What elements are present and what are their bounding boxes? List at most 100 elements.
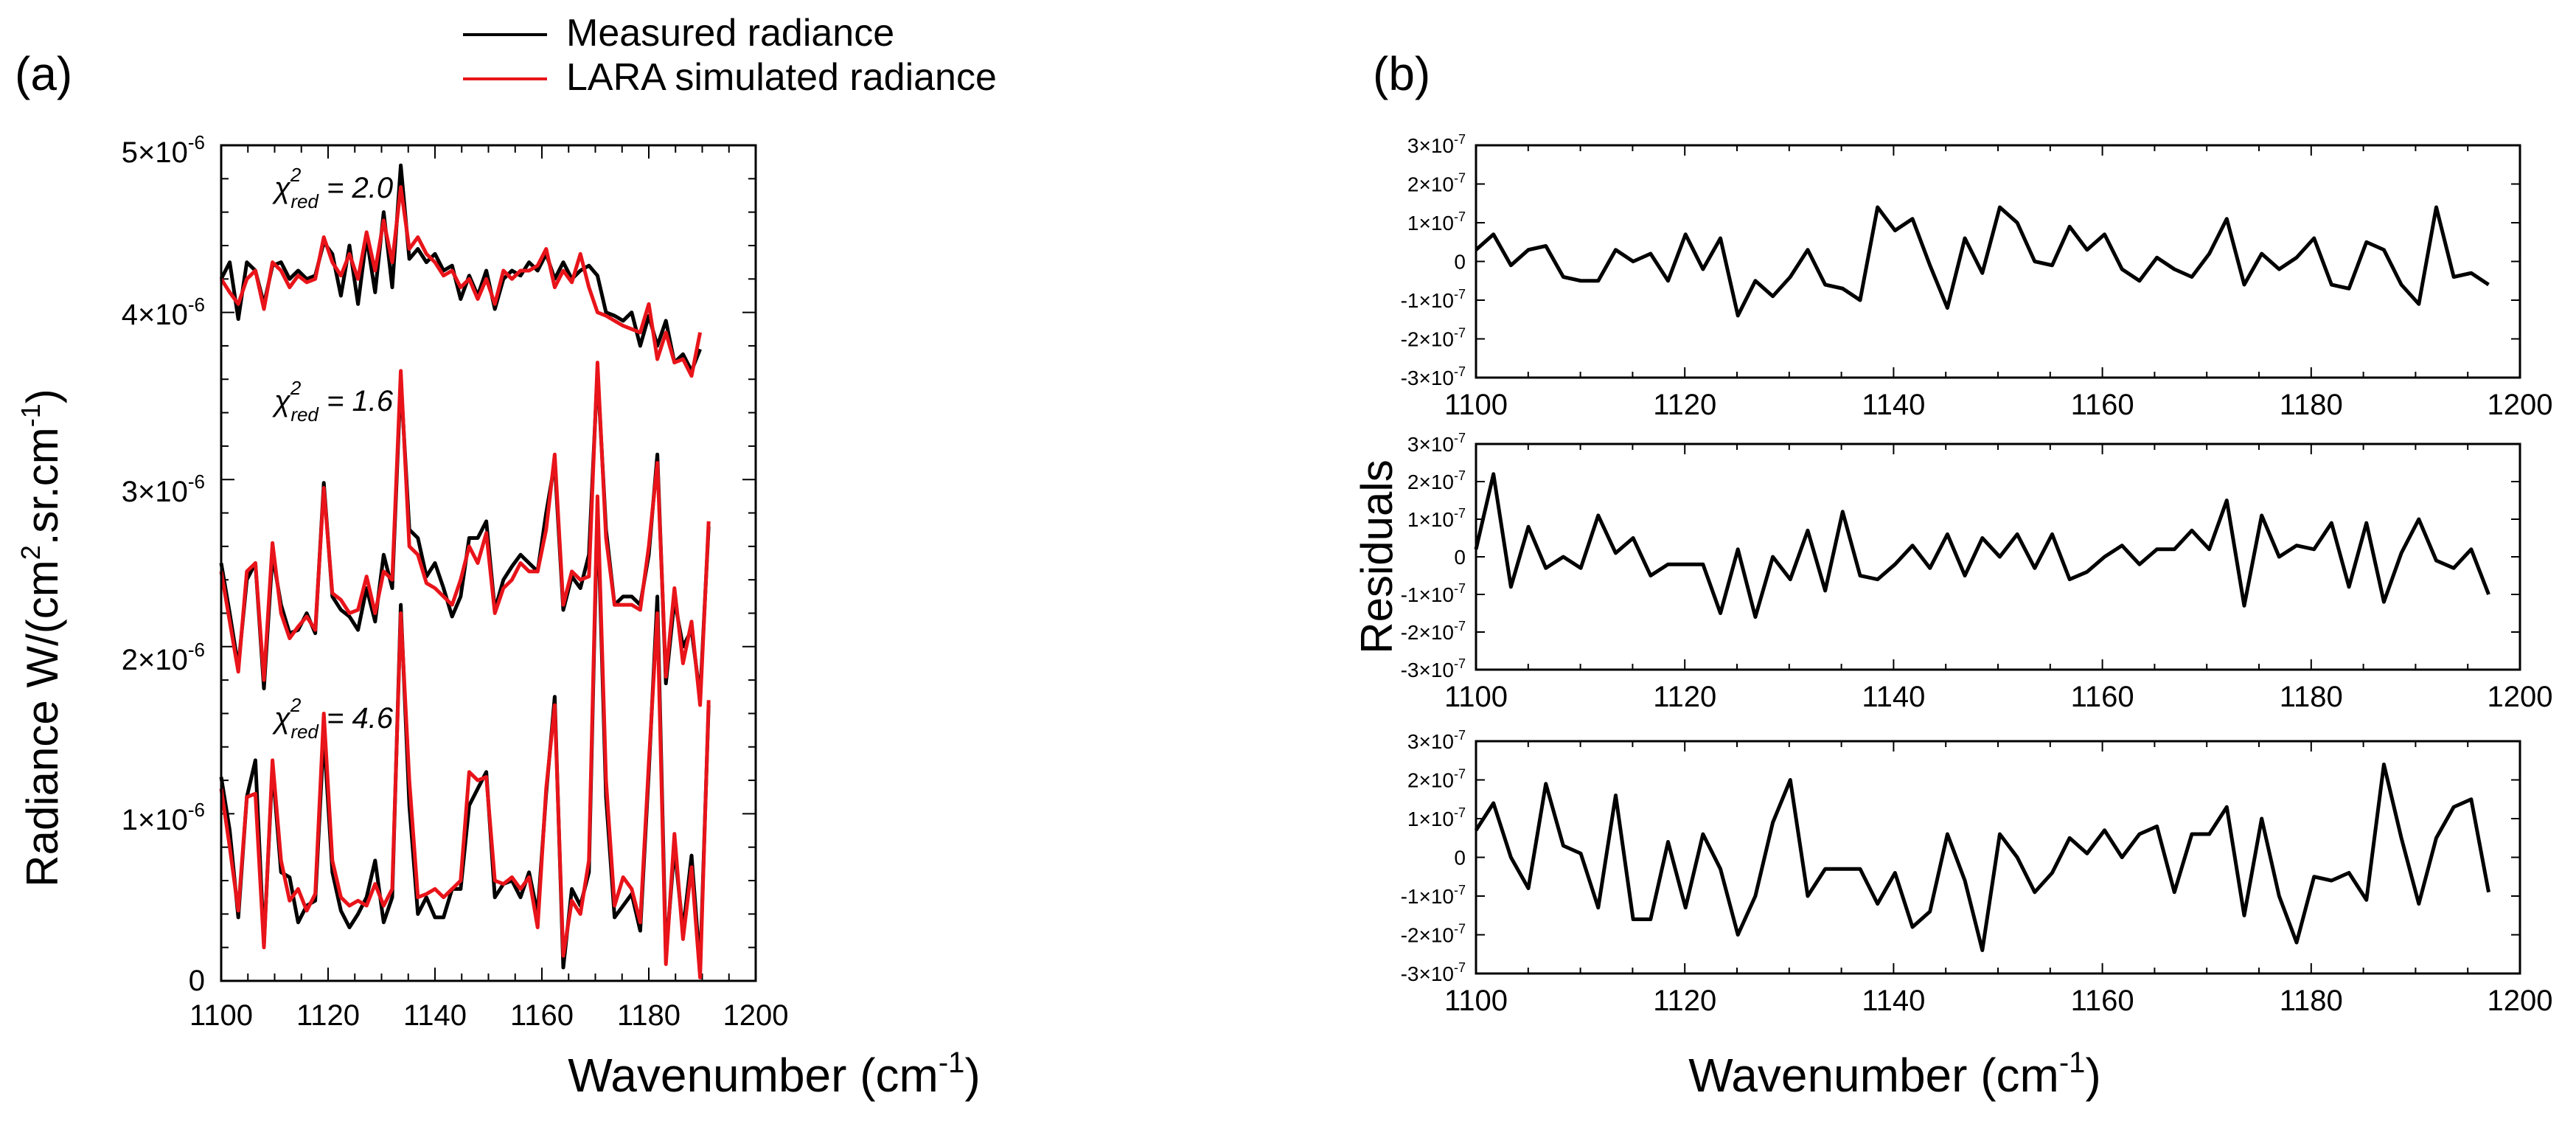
ytick-b-2-3: 0: [1454, 847, 1466, 870]
ytick-b-base: 3×10: [1407, 730, 1454, 753]
plot-area-a: [219, 144, 757, 982]
xtick-b-2-1: 1120: [1653, 985, 1716, 1017]
ytick-b-base: 2×10: [1407, 471, 1454, 493]
y-axis-title-a-sup1: 2: [15, 545, 46, 560]
ytick-b-2-0: 3×10-7: [1407, 728, 1466, 753]
xtick-b-1-3: 1160: [2071, 681, 2134, 713]
panel-b: (b) Residuals 3×10-72×10-71×10-70-1×10-7…: [1352, 47, 2552, 1102]
ytick-a-3: 3×10-6: [122, 471, 205, 508]
xtick-b-0-4: 1180: [2280, 389, 2343, 421]
plot-area-b: 3×10-72×10-71×10-70-1×10-7-2×10-7-3×10-7…: [1401, 132, 2553, 1017]
xtick-b-2-5: 1200: [2488, 985, 2553, 1017]
residual-line-2: [1474, 763, 2490, 952]
ytick-b-exp: -7: [1454, 171, 1466, 186]
residual-line-0: [1475, 205, 2490, 318]
y-axis-title-a-mid: .sr.cm: [18, 427, 67, 545]
ytick-a-5-exp: -6: [188, 131, 205, 153]
ytick-b-base: -1×10: [1401, 289, 1454, 312]
ytick-b-0-4: -1×10-7: [1401, 287, 1466, 312]
xtick-b-1-4: 1180: [2280, 681, 2343, 713]
ytick-b-2-5: -2×10-7: [1401, 922, 1466, 947]
y-ticks-a: 0 1×10-6 2×10-6 3×10-6 4×10-6 5×10-6: [122, 131, 205, 997]
x-axis-title-b-end: ): [2085, 1049, 2100, 1102]
plot-frame-b-0: [1475, 144, 2521, 379]
series-line-a-1: [219, 185, 703, 378]
ytick-b-1-6: -3×10-7: [1401, 656, 1466, 681]
ytick-b-exp: -7: [1454, 922, 1466, 937]
y-axis-title-a: Radiance W/(cm2.sr.cm-1): [15, 389, 67, 886]
panel-b-label: (b): [1373, 47, 1430, 100]
plot-frame-b-2: [1475, 740, 2521, 975]
xtick-b-2-4: 1180: [2280, 985, 2343, 1017]
ytick-b-base: 2×10: [1407, 769, 1454, 792]
residual-subplot-0: 3×10-72×10-71×10-70-1×10-7-2×10-7-3×10-7…: [1401, 132, 2553, 421]
x-ticks-a: 1100 1120 1140 1160 1180 1200: [189, 999, 789, 1032]
ytick-b-exp: -7: [1454, 468, 1466, 483]
x-axis-title-a-sup: -1: [939, 1047, 965, 1079]
chi-label-0-chi: χ: [272, 172, 291, 204]
ytick-b-exp: -7: [1454, 960, 1466, 975]
xtick-a-1: 1120: [296, 999, 360, 1032]
xtick-b-2-3: 1160: [2071, 985, 2134, 1017]
residual-line-1: [1474, 472, 2490, 620]
ytick-b-exp: -7: [1454, 506, 1466, 521]
xtick-b-2-2: 1140: [1862, 985, 1925, 1017]
chi-label-0-value: = 2.0: [318, 172, 393, 204]
ytick-b-2-1: 2×10-7: [1407, 767, 1466, 792]
ytick-b-0-0: 3×10-7: [1407, 132, 1466, 157]
ytick-b-base: -1×10: [1401, 885, 1454, 908]
ytick-a-1: 1×10-6: [122, 799, 205, 836]
xtick-b-1-5: 1200: [2488, 681, 2553, 713]
x-axis-title-b-main: Wavenumber (cm: [1688, 1049, 2059, 1102]
chi-label-1-sub: red: [290, 403, 319, 426]
chi-label-2-chi: χ: [272, 702, 291, 735]
ytick-b-0-3: 0: [1454, 251, 1466, 274]
xtick-b-1-0: 1100: [1444, 681, 1508, 713]
series-line-a-0: [219, 163, 702, 373]
ytick-b-exp: -7: [1454, 619, 1466, 634]
ytick-b-exp: -7: [1454, 209, 1466, 224]
legend: Measured radiance LARA simulated radianc…: [463, 12, 997, 99]
ytick-b-1-1: 2×10-7: [1407, 468, 1466, 493]
xtick-a-5: 1200: [723, 999, 789, 1032]
ytick-b-base: -3×10: [1401, 962, 1454, 985]
panel-a-label: (a): [15, 47, 72, 100]
plot-frame-b-1: [1475, 442, 2521, 671]
ytick-b-base: 0: [1454, 546, 1466, 569]
ytick-b-exp: -7: [1454, 132, 1466, 147]
ytick-b-base: -3×10: [1401, 367, 1454, 389]
chi-labels: χ2 red = 2.0 χ 2 red = 1.6 χ2 red = 4.6: [272, 164, 394, 743]
x-axis-title-a: Wavenumber (cm-1): [568, 1047, 981, 1102]
chi-label-0: χ2 red = 2.0: [272, 164, 393, 212]
ytick-b-exp: -7: [1454, 805, 1466, 820]
ytick-b-base: -2×10: [1401, 621, 1454, 644]
ytick-a-5: 5×10-6: [122, 131, 205, 169]
panel-a: (a) Measured radiance LARA simulated rad…: [15, 12, 997, 1102]
xtick-b-0-3: 1160: [2071, 389, 2134, 421]
xtick-a-4: 1180: [617, 999, 680, 1032]
ytick-a-3-exp: -6: [188, 471, 205, 493]
ytick-b-exp: -7: [1454, 431, 1466, 445]
xtick-a-0: 1100: [189, 999, 253, 1032]
xtick-b-1-2: 1140: [1862, 681, 1925, 713]
ytick-b-base: -3×10: [1401, 659, 1454, 681]
ytick-b-base: 1×10: [1407, 508, 1454, 531]
ytick-b-2-6: -3×10-7: [1401, 960, 1466, 985]
xtick-b-1-1: 1120: [1653, 681, 1716, 713]
chi-label-1-sup: 2: [290, 377, 302, 399]
y-axis-title-a-end: ): [18, 389, 67, 403]
y-axis-title-a-main: Radiance W/(cm: [18, 560, 67, 886]
ytick-b-1-5: -2×10-7: [1401, 619, 1466, 644]
xtick-b-0-1: 1120: [1653, 389, 1716, 421]
ytick-a-1-exp: -6: [188, 799, 205, 821]
ytick-b-base: 0: [1454, 251, 1466, 274]
ytick-b-exp: -7: [1454, 728, 1466, 743]
xtick-b-0-2: 1140: [1862, 389, 1925, 421]
chi-label-1-value: = 1.6: [318, 385, 394, 417]
ytick-b-exp: -7: [1454, 287, 1466, 302]
chi-label-2: χ2 red = 4.6: [272, 694, 394, 743]
ytick-b-1-2: 1×10-7: [1407, 506, 1466, 531]
ytick-b-1-4: -1×10-7: [1401, 581, 1466, 606]
ytick-b-base: 2×10: [1407, 173, 1454, 196]
